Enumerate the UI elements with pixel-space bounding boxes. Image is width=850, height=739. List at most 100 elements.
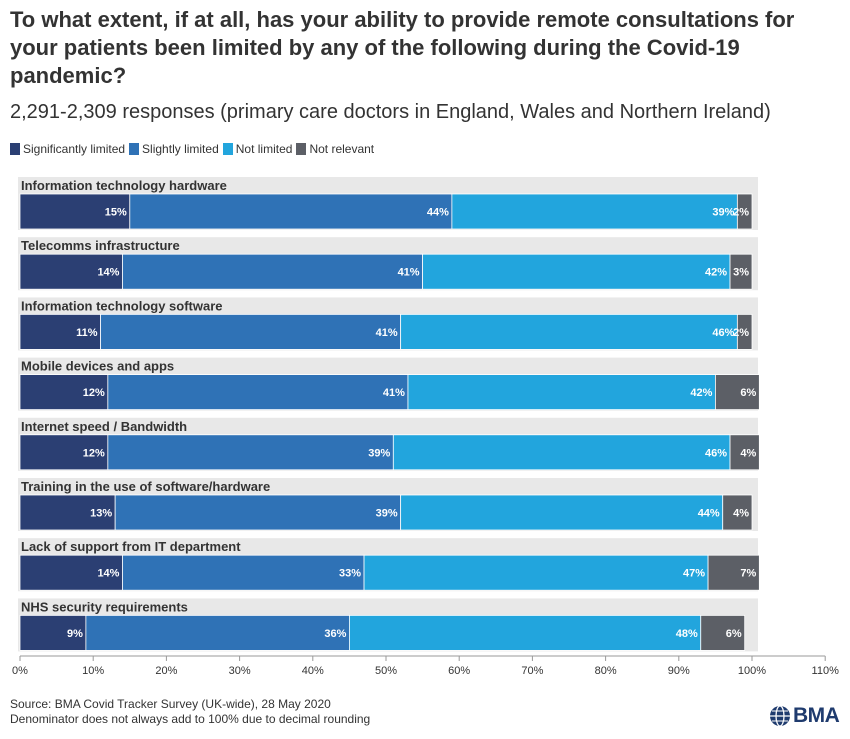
x-tick-label: 80%	[595, 665, 617, 677]
bar-significantly-limited	[19, 193, 131, 230]
data-label-significantly-limited: 13%	[90, 508, 112, 520]
data-label-slightly-limited: 41%	[376, 327, 398, 339]
chart-footer: Source: BMA Covid Tracker Survey (UK-wid…	[10, 697, 370, 727]
legend-swatch-significantly-limited	[10, 143, 20, 155]
data-label-not-limited: 42%	[705, 267, 727, 279]
x-tick-label: 20%	[155, 665, 177, 677]
category-label: NHS security requirements	[21, 599, 188, 614]
bar-not-relevant	[707, 554, 760, 591]
data-label-significantly-limited: 12%	[83, 387, 105, 399]
legend-label-significantly-limited: Significantly limited	[23, 142, 126, 156]
data-label-not-limited: 48%	[676, 628, 698, 640]
legend-label-slightly-limited: Slightly limited	[142, 142, 219, 156]
category-label: Lack of support from IT department	[21, 539, 241, 554]
x-tick-label: 90%	[668, 665, 690, 677]
source-note: Source: BMA Covid Tracker Survey (UK-wid…	[10, 697, 331, 711]
data-label-not-relevant: 3%	[733, 267, 749, 279]
legend-label-not-limited: Not limited	[235, 142, 293, 156]
data-label-slightly-limited: 44%	[427, 207, 449, 219]
category-label: Mobile devices and apps	[21, 359, 174, 374]
logo-text: BMA	[793, 704, 840, 727]
x-tick-label: 110%	[812, 665, 840, 677]
data-label-not-relevant: 4%	[733, 508, 749, 520]
bar-not-limited	[422, 253, 731, 290]
category-label: Training in the use of software/hardware	[21, 479, 270, 494]
data-label-not-limited: 44%	[698, 508, 720, 520]
bar-significantly-limited	[19, 374, 109, 411]
bar-slightly-limited	[129, 193, 453, 230]
legend-label-not-relevant: Not relevant	[309, 142, 375, 156]
bar-not-relevant	[729, 434, 760, 471]
data-label-slightly-limited: 33%	[339, 568, 361, 580]
rounding-note: Denominator does not always add to 100% …	[10, 712, 371, 726]
bar-not-limited	[392, 434, 731, 471]
x-tick-label: 60%	[448, 665, 470, 677]
x-tick-label: 40%	[302, 665, 324, 677]
bar-not-limited	[363, 554, 709, 591]
chart-title: To what extent, if at all, has your abil…	[10, 7, 795, 88]
x-tick-label: 10%	[82, 665, 104, 677]
data-label-not-relevant: 4%	[740, 447, 756, 459]
data-label-not-limited: 46%	[712, 327, 734, 339]
bar-slightly-limited	[122, 253, 423, 290]
bma-logo: BMA	[769, 704, 840, 728]
legend-item-not-limited: Not limited	[222, 142, 293, 156]
bar-slightly-limited	[114, 494, 402, 531]
data-label-not-relevant: 2%	[733, 207, 749, 219]
x-tick-label: 0%	[12, 665, 28, 677]
legend-swatch-not-limited	[222, 143, 233, 155]
bar-slightly-limited	[100, 313, 402, 350]
x-tick-label: 100%	[738, 665, 766, 677]
bar-slightly-limited	[107, 374, 409, 411]
data-label-significantly-limited: 11%	[76, 327, 98, 339]
bar-not-relevant	[736, 313, 753, 350]
stacked-bar-chart: Information technology hardware 15% 44% 39%…	[12, 177, 840, 677]
bar-significantly-limited	[19, 313, 101, 350]
legend-swatch-slightly-limited	[129, 143, 140, 155]
category-label: Telecomms infrastructure	[21, 238, 180, 253]
x-tick-label: 30%	[229, 665, 251, 677]
data-label-not-relevant: 6%	[740, 387, 756, 399]
bar-slightly-limited	[107, 434, 394, 471]
bar-not-relevant	[700, 614, 746, 651]
bar-slightly-limited	[85, 614, 350, 651]
bar-significantly-limited	[19, 434, 109, 471]
category-label: Information technology hardware	[21, 178, 227, 193]
chart-subtitle: 2,291-2,309 responses (primary care doct…	[10, 101, 771, 123]
x-tick-label: 70%	[521, 665, 543, 677]
chart-legend: Significantly limited Slightly limited N…	[10, 140, 378, 158]
data-label-not-relevant: 7%	[740, 568, 756, 580]
x-tick-label: 50%	[375, 665, 397, 677]
legend-item-not-relevant: Not relevant	[296, 142, 374, 156]
data-label-slightly-limited: 39%	[376, 508, 398, 520]
data-label-not-limited: 42%	[690, 387, 712, 399]
bar-not-limited	[407, 374, 716, 411]
bar-slightly-limited	[122, 554, 365, 591]
data-label-slightly-limited: 39%	[368, 447, 390, 459]
legend-swatch-not-relevant	[296, 143, 307, 155]
bar-significantly-limited	[19, 253, 123, 290]
bar-not-relevant	[722, 494, 753, 531]
bar-not-limited	[400, 313, 738, 350]
bar-not-limited	[400, 494, 724, 531]
bar-not-limited	[451, 193, 738, 230]
data-label-not-relevant: 2%	[733, 327, 749, 339]
data-label-slightly-limited: 41%	[398, 267, 420, 279]
category-label: Internet speed / Bandwidth	[21, 419, 187, 434]
legend-item-slightly-limited: Slightly limited	[129, 142, 219, 156]
category-label: Information technology software	[21, 298, 223, 313]
data-label-significantly-limited: 9%	[67, 628, 83, 640]
data-label-significantly-limited: 15%	[105, 207, 127, 219]
bar-not-relevant	[736, 193, 753, 230]
bar-not-relevant	[715, 374, 760, 411]
data-label-not-relevant: 6%	[726, 628, 742, 640]
globe-icon	[770, 705, 790, 727]
data-label-significantly-limited: 14%	[97, 568, 119, 580]
data-label-slightly-limited: 36%	[324, 628, 346, 640]
data-label-significantly-limited: 12%	[83, 447, 105, 459]
bar-not-limited	[348, 614, 702, 651]
data-label-significantly-limited: 14%	[97, 267, 119, 279]
legend-item-significantly-limited: Significantly limited	[10, 142, 125, 156]
data-label-not-limited: 47%	[683, 568, 705, 580]
data-label-not-limited: 46%	[705, 447, 727, 459]
